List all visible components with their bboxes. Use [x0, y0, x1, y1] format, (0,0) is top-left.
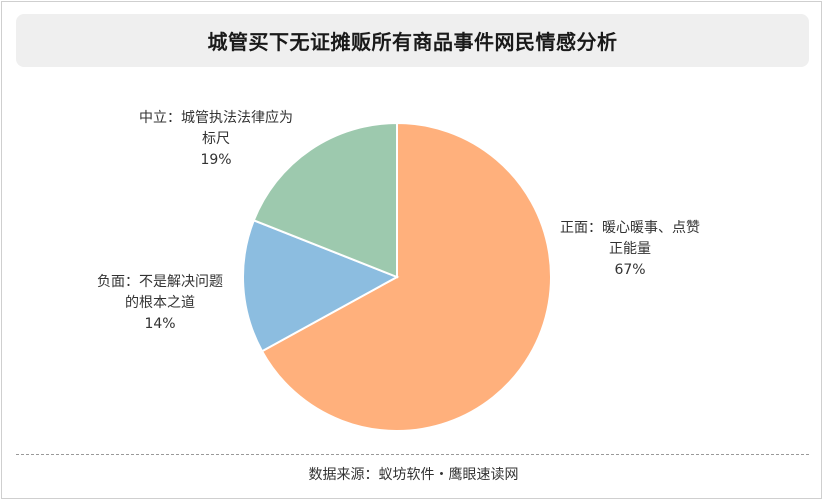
pie-slice-0 — [260, 121, 552, 432]
pie-slice-1 — [242, 219, 400, 353]
data-source: 数据来源：蚁坊软件・鹰眼速读网 — [308, 467, 519, 483]
slice-value-label-1: 14% — [144, 316, 175, 332]
slice-label-2-line-1: 标尺 — [202, 131, 230, 147]
slice-label-1-line-1: 的根本之道 — [125, 295, 195, 311]
slice-label-1-line-0: 负面：不是解决问题 — [97, 274, 223, 290]
pie-slices — [242, 121, 552, 432]
slice-label-0-line-0: 正面：暖心暖事、点赞 — [560, 220, 700, 236]
footer-divider — [16, 454, 809, 455]
slice-label-0-line-1: 正能量 — [609, 241, 651, 257]
chart-title: 城管买下无证摊贩所有商品事件网民情感分析 — [207, 30, 618, 54]
slice-value-label-0: 67% — [614, 262, 645, 278]
title-bar: 城管买下无证摊贩所有商品事件网民情感分析 — [16, 14, 809, 67]
pie-slice-2 — [252, 121, 398, 279]
slice-value-label-2: 19% — [200, 152, 231, 168]
slice-label-2-line-0: 中立：城管执法法律应为 — [139, 109, 293, 126]
